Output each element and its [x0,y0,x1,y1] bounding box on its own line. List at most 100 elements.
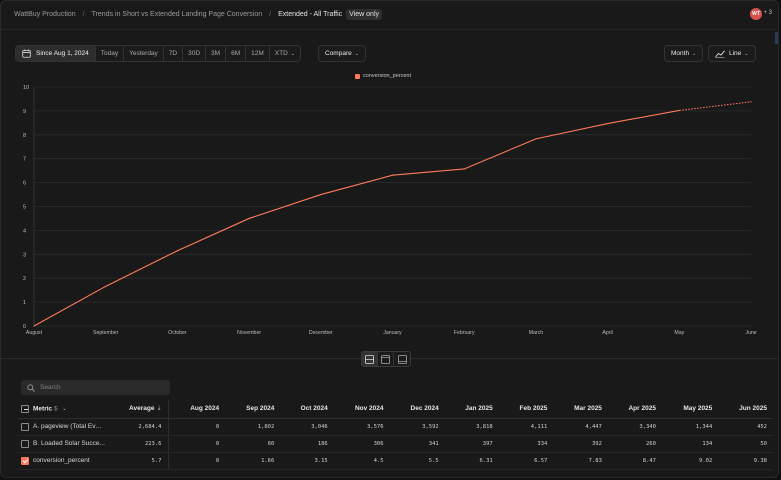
date-option-3m[interactable]: 3M [206,46,227,61]
avatar-extra-count[interactable]: + 3 [763,10,772,16]
header-divider [1,29,778,30]
table-row: B. Loaded Solar Succe... 223.6 0 60 186 … [17,435,773,453]
month-column-header[interactable]: Jan 2025 [444,400,499,419]
metric-cell: conversion_percent [17,452,118,470]
y-tick-label: 0 [23,324,26,330]
date-option-6m[interactable]: 6M [226,46,247,61]
table-row: A. pageview (Total Even... 2,684.4 0 1,8… [17,418,773,436]
view-toggle [361,351,411,367]
month-column-header[interactable]: Nov 2024 [333,400,390,419]
metric-label: B. Loaded Solar Succe... [33,440,105,447]
month-column-header[interactable]: May 2025 [661,400,719,419]
date-option-yesterday[interactable]: Yesterday [124,46,164,61]
row-checkbox[interactable] [21,422,29,431]
month-column-header[interactable]: Feb 2025 [498,400,554,419]
chart-type-select[interactable]: Line ⌄ [708,45,756,62]
date-range-label: Since Aug 1, 2024 [36,50,89,57]
breadcrumb-dashboard[interactable]: Trends in Short vs Extended Landing Page… [91,11,263,18]
value-cell: 3,818 [444,418,499,436]
x-tick-label: December [309,330,333,336]
date-option-today[interactable]: Today [95,46,125,61]
chevron-down-icon: ⌄ [744,50,749,57]
value-cell: 1.66 [225,452,281,470]
compare-label: Compare [325,50,352,57]
table-view-button[interactable] [378,352,394,366]
metric-label: A. pageview (Total Even... [33,423,105,430]
month-column-header[interactable]: Mar 2025 [553,400,608,419]
x-tick-label: February [454,330,475,336]
data-point [463,168,465,170]
chart-type-label: Line [729,50,742,57]
average-cell: 223.6 [118,435,169,453]
avatar[interactable]: WT [750,8,762,20]
date-option-30d[interactable]: 30D [183,46,207,61]
chevron-down-icon: ⌄ [62,406,67,413]
value-cell: 8.47 [607,452,662,470]
y-tick-label: 7 [23,157,26,163]
month-column-header[interactable]: Jun 2025 [718,400,773,419]
value-cell: 4,111 [498,418,554,436]
value-cell: 134 [661,435,719,453]
chart-view-button[interactable] [394,352,410,366]
value-cell: 5.5 [389,452,445,470]
month-column-header[interactable]: Oct 2024 [280,400,334,419]
select-all-checkbox[interactable] [21,404,29,413]
value-cell: 3,046 [280,418,334,436]
y-tick-label: 10 [23,85,29,91]
series-line-incomplete [679,101,752,111]
calendar-icon [22,49,31,58]
y-tick-label: 1 [23,300,26,306]
value-cell: 1,344 [661,418,719,436]
month-column-header[interactable]: Sep 2024 [225,400,281,419]
compare-button[interactable]: Compare ⌄ [318,45,366,62]
breadcrumb-insight: Extended - All Traffic [278,11,343,18]
legend-label: conversion_percent [363,73,412,79]
interval-select[interactable]: Month ⌄ [664,45,704,62]
value-cell: 452 [718,418,773,436]
metric-cell: B. Loaded Solar Succe... [17,435,118,453]
search-box [21,380,170,395]
x-tick-label: September [93,330,119,336]
month-column-header[interactable]: Apr 2025 [607,400,662,419]
x-tick-label: October [168,330,187,336]
month-column-header[interactable]: Dec 2024 [389,400,445,419]
data-point [750,101,752,103]
data-point [535,138,537,140]
value-cell: 186 [280,435,334,453]
y-tick-label: 3 [23,252,26,258]
chart-legend[interactable]: conversion_percent [355,73,411,79]
metric-cell: A. pageview (Total Even... [17,418,118,436]
row-checkbox[interactable] [21,439,29,448]
average-column-header[interactable]: Average ⇣ [118,400,169,419]
breadcrumb-separator: / [269,11,272,18]
value-cell: 397 [444,435,499,453]
series-line [33,109,680,327]
split-layout-icon [365,354,374,364]
table-row: conversion_percent 5.7 0 1.66 3.15 4.5 5… [17,452,773,470]
value-cell: 341 [389,435,445,453]
data-point [33,325,35,327]
y-tick-label: 6 [23,181,26,187]
table-header-row: Metric $ ⌄ Average ⇣ Aug 2024 Sep 2024 Oc… [17,400,773,419]
top-panel-icon [381,354,390,364]
date-option-7d[interactable]: 7D [163,46,184,61]
data-point [320,193,322,196]
value-cell: 50 [718,435,773,453]
line-chart[interactable]: 0 1 2 3 4 5 6 7 8 9 10 August September October Novemb… [1,81,779,341]
value-cell: 9.02 [661,452,719,470]
value-cell: 0 [168,435,226,453]
split-view-button[interactable] [362,352,378,366]
breadcrumb-org[interactable]: WattBuy Production [14,11,76,18]
data-point [176,250,178,252]
side-panel-tab[interactable] [775,32,778,44]
row-checkbox[interactable] [21,456,29,465]
date-range-since[interactable]: Since Aug 1, 2024 [16,46,96,61]
date-option-xtd[interactable]: XTD ⌄ [269,46,300,61]
metric-column-header[interactable]: Metric $ ⌄ [17,400,118,419]
search-input[interactable] [40,384,160,391]
date-option-12m[interactable]: 12M [246,46,270,61]
month-column-header[interactable]: Aug 2024 [168,400,226,419]
chevron-down-icon: ⌄ [354,50,359,57]
value-cell: 3,576 [333,418,390,436]
